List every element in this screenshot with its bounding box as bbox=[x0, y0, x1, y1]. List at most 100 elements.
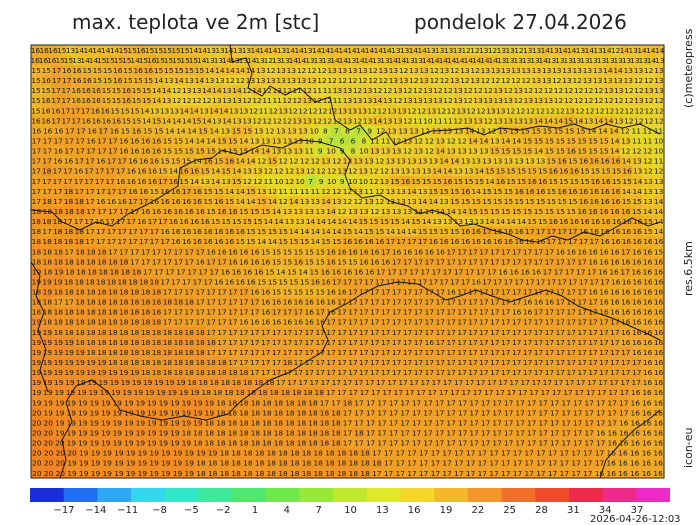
map-cell bbox=[238, 145, 250, 157]
map-cell bbox=[460, 185, 472, 197]
map-cell bbox=[210, 165, 222, 177]
map-cell bbox=[90, 105, 101, 117]
map-cell bbox=[123, 427, 136, 439]
map-cell bbox=[642, 145, 654, 157]
map-cell bbox=[209, 105, 220, 117]
grid-value: 17 bbox=[512, 348, 522, 357]
grid-value: 18 bbox=[217, 358, 227, 367]
map-cell bbox=[238, 417, 251, 429]
grid-value: 12 bbox=[514, 46, 523, 55]
grid-value: 14 bbox=[432, 167, 442, 176]
grid-value: 13 bbox=[403, 207, 413, 216]
grid-value: 14 bbox=[294, 46, 304, 55]
map-cell bbox=[75, 125, 88, 137]
grid-value: 16 bbox=[92, 116, 102, 125]
grid-value: 15 bbox=[31, 96, 41, 105]
map-cell bbox=[127, 226, 139, 237]
grid-value: 12 bbox=[564, 86, 573, 95]
map-cell bbox=[63, 145, 76, 157]
map-cell bbox=[445, 256, 458, 268]
grid-value: 15 bbox=[514, 197, 524, 206]
grid-value: 15 bbox=[189, 56, 199, 65]
map-cell bbox=[336, 246, 349, 258]
grid-value: 18 bbox=[43, 318, 53, 327]
map-cell bbox=[565, 367, 578, 378]
grid-value: 17 bbox=[515, 429, 525, 438]
map-cell bbox=[630, 377, 643, 388]
map-cell bbox=[642, 367, 654, 378]
grid-value: 14 bbox=[210, 126, 220, 135]
map-cell bbox=[256, 226, 268, 237]
map-cell bbox=[434, 246, 447, 258]
grid-value: 16 bbox=[599, 298, 609, 307]
map-cell bbox=[331, 155, 343, 167]
grid-value: 18 bbox=[243, 459, 253, 468]
grid-value: 17 bbox=[454, 267, 464, 276]
map-cell bbox=[352, 276, 365, 288]
map-cell bbox=[205, 135, 218, 147]
map-cell bbox=[508, 125, 521, 137]
grid-value: 16 bbox=[95, 217, 105, 226]
grid-value: 16 bbox=[532, 267, 542, 276]
map-cell bbox=[101, 467, 114, 479]
map-cell bbox=[259, 45, 269, 56]
grid-value: 13 bbox=[294, 147, 304, 156]
grid-value: 18 bbox=[308, 429, 318, 438]
map-cell bbox=[391, 337, 403, 348]
map-cell bbox=[295, 437, 308, 449]
map-cell bbox=[358, 135, 370, 147]
map-cell bbox=[253, 447, 267, 459]
grid-value: 17 bbox=[272, 308, 282, 317]
grid-value: 18 bbox=[267, 449, 277, 458]
grid-value: 13 bbox=[457, 147, 467, 156]
grid-value: 17 bbox=[596, 398, 606, 407]
grid-value: 16 bbox=[599, 308, 609, 317]
map-cell bbox=[358, 357, 370, 368]
map-cell bbox=[309, 185, 322, 197]
map-cell bbox=[224, 65, 236, 76]
map-cell bbox=[180, 407, 193, 419]
map-cell bbox=[453, 85, 464, 96]
grid-value: 16 bbox=[171, 227, 181, 236]
map-cell bbox=[433, 427, 446, 439]
map-cell bbox=[362, 95, 374, 107]
grid-value: 12 bbox=[327, 76, 336, 85]
grid-value: 13 bbox=[496, 106, 506, 115]
grid-value: 15 bbox=[102, 96, 112, 105]
grid-value: 13 bbox=[261, 136, 271, 145]
grid-value: 13 bbox=[439, 197, 449, 206]
map-cell bbox=[410, 407, 423, 419]
grid-value: 15 bbox=[534, 207, 544, 216]
grid-value: 17 bbox=[587, 267, 597, 276]
map-cell bbox=[370, 447, 384, 459]
map-cell bbox=[429, 467, 442, 479]
map-cell bbox=[120, 105, 131, 117]
map-cell bbox=[277, 276, 290, 288]
map-cell bbox=[173, 65, 185, 76]
grid-value: 12 bbox=[624, 86, 633, 95]
grid-value: 17 bbox=[490, 328, 500, 337]
grid-value: 18 bbox=[75, 338, 85, 347]
map-cell bbox=[127, 236, 139, 247]
map-cell bbox=[491, 407, 504, 419]
map-cell bbox=[39, 55, 49, 66]
map-cell bbox=[347, 286, 360, 298]
map-cell bbox=[129, 135, 141, 147]
map-cell bbox=[271, 306, 283, 318]
map-cell bbox=[42, 457, 56, 469]
grid-value: 14 bbox=[272, 207, 282, 216]
map-cell bbox=[142, 125, 154, 137]
grid-value: 17 bbox=[412, 398, 422, 407]
grid-value: 12 bbox=[262, 116, 271, 125]
grid-value: 18 bbox=[54, 257, 64, 266]
map-cell bbox=[227, 357, 239, 368]
map-cell bbox=[331, 226, 343, 237]
map-cell bbox=[460, 196, 472, 207]
map-cell bbox=[142, 377, 154, 388]
grid-value: 14 bbox=[154, 76, 164, 85]
map-cell bbox=[372, 55, 382, 66]
grid-value: 13 bbox=[483, 96, 493, 105]
grid-value: 15 bbox=[253, 217, 263, 226]
grid-value: 17 bbox=[501, 338, 511, 347]
map-cell bbox=[391, 306, 403, 318]
